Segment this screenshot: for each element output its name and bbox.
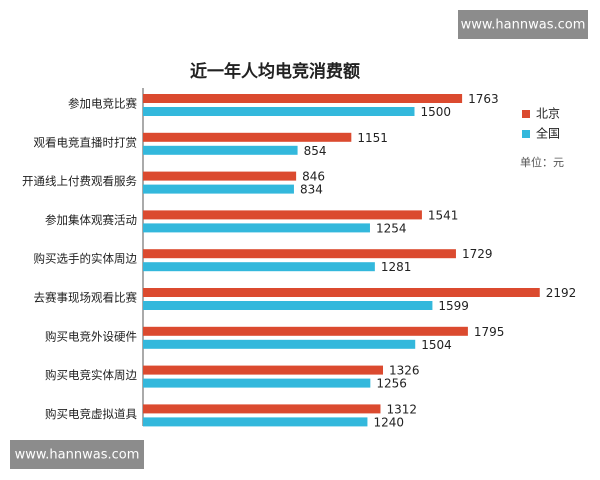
bar — [143, 171, 297, 181]
bar — [143, 288, 540, 297]
value-label: 1240 — [373, 415, 404, 429]
bar — [143, 417, 368, 427]
bar — [143, 404, 381, 414]
bar — [143, 210, 422, 220]
value-label: 834 — [300, 183, 323, 197]
unit-note: 单位：元 — [520, 155, 564, 169]
bar — [143, 223, 370, 233]
y-tick-label: 购买电竞实体周边 — [45, 368, 137, 382]
bar — [143, 145, 298, 155]
bar — [143, 378, 371, 388]
value-label: 1541 — [428, 208, 459, 222]
value-label: 846 — [302, 170, 325, 184]
value-label: 1256 — [376, 377, 407, 391]
bar — [143, 365, 384, 375]
legend-label: 北京 — [536, 107, 560, 121]
value-label: 854 — [304, 144, 327, 158]
value-label: 2192 — [546, 286, 577, 300]
y-tick-label: 参加电竞比赛 — [68, 97, 137, 111]
y-tick-label: 观看电竞直播时打赏 — [34, 135, 138, 149]
legend-swatch — [522, 110, 530, 118]
watermark: www.hannwas.com — [461, 18, 586, 33]
bar — [143, 132, 352, 142]
legend-label: 全国 — [536, 126, 560, 141]
value-label: 1254 — [376, 221, 407, 235]
value-label: 1795 — [474, 325, 505, 339]
bar — [143, 262, 375, 272]
bar — [143, 301, 433, 310]
bar — [143, 339, 416, 349]
value-label: 1763 — [468, 92, 499, 106]
value-label: 1281 — [381, 260, 412, 274]
watermark: www.hannwas.com — [15, 448, 140, 463]
bar — [143, 107, 415, 116]
y-tick-label: 去赛事现场观看比赛 — [34, 291, 138, 305]
y-tick-label: 购买选手的实体周边 — [34, 252, 138, 266]
y-tick-label: 开通线上付费观看服务 — [22, 174, 137, 188]
value-label: 1500 — [421, 105, 452, 119]
value-label: 1504 — [421, 338, 452, 352]
watermark-box — [458, 10, 588, 39]
legend-swatch — [522, 130, 530, 138]
value-label: 1151 — [357, 131, 388, 145]
bar — [143, 326, 468, 336]
y-tick-label: 购买电竞虚拟道具 — [45, 407, 137, 421]
bar — [143, 94, 463, 103]
bar — [143, 184, 294, 194]
chart-title: 近一年人均电竞消费额 — [190, 61, 360, 82]
watermark-box — [10, 440, 144, 469]
value-label: 1729 — [462, 247, 493, 261]
y-tick-label: 参加集体观赛活动 — [45, 213, 137, 227]
value-label: 1326 — [389, 364, 420, 378]
value-label: 1599 — [438, 299, 469, 313]
value-label: 1312 — [386, 402, 417, 416]
y-tick-label: 购买电竞外设硬件 — [45, 329, 137, 343]
bar — [143, 249, 456, 259]
